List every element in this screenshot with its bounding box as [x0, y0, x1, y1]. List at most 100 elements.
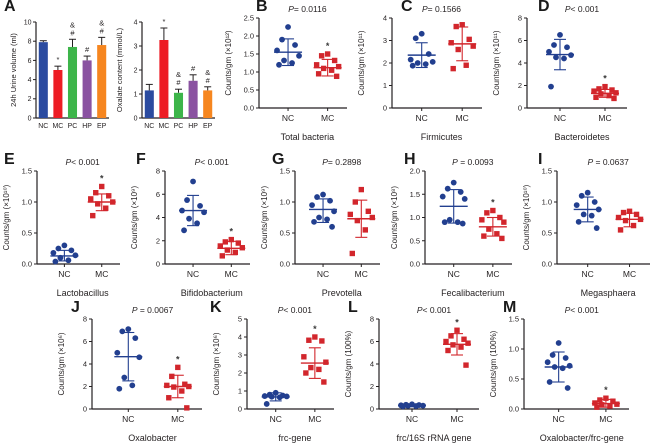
svg-text:HP: HP: [188, 123, 198, 130]
svg-text:NC: NC: [270, 414, 282, 424]
svg-text:Total bacteria: Total bacteria: [281, 132, 335, 142]
svg-text:0: 0: [383, 104, 387, 113]
svg-text:*: *: [326, 41, 330, 51]
svg-text:Counts/gm (×10⁹): Counts/gm (×10⁹): [130, 186, 139, 250]
svg-text:1.0: 1.0: [22, 198, 32, 207]
svg-text:*: *: [604, 385, 608, 395]
svg-text:1.5: 1.5: [542, 167, 552, 176]
panel-letter-J: J: [71, 299, 80, 316]
svg-text:#: #: [206, 76, 211, 85]
svg-text:NC: NC: [282, 113, 294, 123]
svg-text:Oxalate content (mmol/L): Oxalate content (mmol/L): [115, 27, 124, 112]
svg-text:6: 6: [28, 58, 32, 65]
svg-text:Counts/gm (×10¹⁰): Counts/gm (×10¹⁰): [2, 184, 11, 250]
svg-text:4: 4: [83, 360, 87, 369]
svg-text:NC: NC: [416, 113, 428, 123]
svg-text:NC: NC: [553, 414, 565, 424]
svg-text:NC: NC: [122, 414, 134, 424]
svg-text:1.5: 1.5: [280, 167, 290, 176]
svg-text:2: 2: [383, 59, 387, 68]
svg-text:3: 3: [383, 36, 387, 45]
svg-text:EP: EP: [203, 123, 213, 130]
svg-text:MC: MC: [623, 269, 636, 279]
svg-text:frc-gene: frc-gene: [278, 433, 311, 443]
svg-text:2: 2: [518, 81, 522, 90]
svg-text:Counts/gm (100%): Counts/gm (100%): [489, 330, 498, 397]
svg-text:1: 1: [238, 387, 242, 396]
svg-text:6: 6: [370, 337, 374, 346]
svg-text:3: 3: [134, 43, 138, 50]
svg-text:MC: MC: [171, 414, 184, 424]
svg-text:5: 5: [238, 315, 242, 324]
svg-text:P = 0.0637: P = 0.0637: [587, 157, 629, 167]
svg-text:4: 4: [370, 360, 374, 369]
panel-J: J 0 2 4 6 8 P = 0.0067 Counts/gm (×10⁶) NC MC * Ox…: [55, 295, 210, 445]
chart-bifidobacterium: 0 2 4 6 8 P< 0.001 Counts/gm (×10⁹) NC MC * Bifido…: [130, 157, 250, 298]
svg-text:4: 4: [383, 14, 387, 23]
svg-text:P< 0.001: P< 0.001: [66, 157, 101, 167]
panel-K: K 0 1 2 3 4 5 P< 0.001 Counts/gm (×10⁶) NC MC * frc…: [210, 295, 342, 445]
svg-text:P = 0.0093: P = 0.0093: [452, 157, 494, 167]
panel-letter-H: H: [404, 151, 416, 168]
svg-text:*: *: [455, 317, 459, 327]
panel-letter-E: E: [4, 151, 15, 168]
chart-fecalibacterium: 0.0 0.5 1.0 1.5 2.0 P = 0.0093 Counts/gm (×10⁸…: [390, 157, 512, 298]
svg-text:MC: MC: [599, 414, 612, 424]
svg-text:&: &: [205, 68, 210, 77]
svg-text:0.0: 0.0: [280, 260, 290, 269]
chart-bacteroidetes: 0 2 4 6 8 P< 0.001 Counts/gm (×10¹¹) NC MC * Bacte…: [492, 4, 627, 142]
svg-text:NC: NC: [317, 269, 329, 279]
chart-frc-16s-rrna-gene: 0 2 4 6 8 P< 0.001 Counts/gm (100%) NC MC * frc/16…: [344, 305, 479, 443]
svg-text:*: *: [162, 17, 165, 26]
svg-text:NC: NC: [554, 113, 566, 123]
svg-text:2: 2: [28, 96, 32, 103]
svg-text:0.0: 0.0: [410, 260, 420, 269]
svg-text:0.5: 0.5: [509, 375, 519, 384]
svg-text:0.0: 0.0: [22, 260, 32, 269]
panel-G: G 0.0 0.5 1.0 1.5 P= 0.2898 Counts/gm (×10⁹) N…: [258, 145, 388, 300]
svg-text:2.0: 2.0: [244, 32, 254, 41]
svg-text:0.5: 0.5: [410, 236, 420, 245]
panel-letter-G: G: [272, 151, 285, 168]
panel-A: A 0 2 4 6 8 10 24h Urine volume (ml) NC * MC & # PC #…: [0, 0, 222, 145]
svg-text:1.5: 1.5: [509, 315, 519, 324]
svg-text:&: &: [70, 20, 75, 29]
panel-letter-L: L: [348, 299, 358, 316]
svg-text:1.0: 1.0: [509, 345, 519, 354]
svg-text:6: 6: [156, 190, 160, 199]
svg-text:EP: EP: [97, 123, 107, 130]
panel-letter-I: I: [538, 151, 543, 168]
svg-text:Lactobacillus: Lactobacillus: [57, 288, 110, 298]
svg-text:0: 0: [83, 405, 87, 414]
svg-text:P= 0.1566: P= 0.1566: [422, 4, 461, 14]
svg-text:2: 2: [370, 382, 374, 391]
svg-text:0: 0: [518, 104, 522, 113]
svg-text:MC: MC: [308, 414, 321, 424]
svg-text:MC: MC: [355, 269, 368, 279]
svg-text:2: 2: [83, 382, 87, 391]
panel-H: H 0.0 0.5 1.0 1.5 2.0 P = 0.0093 Counts/gm (×1…: [388, 145, 520, 300]
svg-text:NC: NC: [582, 269, 594, 279]
chart-lactobacillus: 0.0 0.5 1.0 1.5 P< 0.001 Counts/gm (×10¹⁰) NC M…: [2, 157, 120, 298]
svg-text:0.5: 0.5: [244, 86, 254, 95]
svg-text:1.5: 1.5: [244, 50, 254, 59]
chart-firmicutes: 0 1 2 3 4 P= 0.1566 Counts/gm (×10¹¹) NC MC Firmi…: [357, 4, 482, 142]
svg-text:1.0: 1.0: [244, 68, 254, 77]
svg-text:Oxalobacter: Oxalobacter: [128, 433, 177, 443]
svg-text:Counts/gm (×10⁸): Counts/gm (×10⁸): [390, 186, 399, 250]
chart-megasphaera: 0.0 0.5 1.0 1.5 P = 0.0637 Counts/gm (×10¹⁰) N…: [522, 157, 650, 298]
svg-text:&: &: [176, 70, 181, 79]
panel-F: F 0 2 4 6 8 P< 0.001 Counts/gm (×10⁹) NC MC * Bifi…: [128, 145, 258, 300]
panel-I: I 0.0 0.5 1.0 1.5 P = 0.0637 Counts/gm (×10¹⁰…: [520, 145, 658, 300]
svg-text:Counts/gm (×10¹⁰): Counts/gm (×10¹⁰): [522, 184, 531, 250]
svg-text:8: 8: [156, 167, 160, 176]
svg-text:Fecalibacterium: Fecalibacterium: [441, 288, 505, 298]
svg-text:MC: MC: [52, 123, 63, 130]
svg-text:NC: NC: [144, 123, 154, 130]
svg-text:Counts/gm (×10⁶): Counts/gm (×10⁶): [57, 332, 66, 395]
svg-text:PC: PC: [174, 123, 184, 130]
svg-text:1: 1: [134, 91, 138, 98]
